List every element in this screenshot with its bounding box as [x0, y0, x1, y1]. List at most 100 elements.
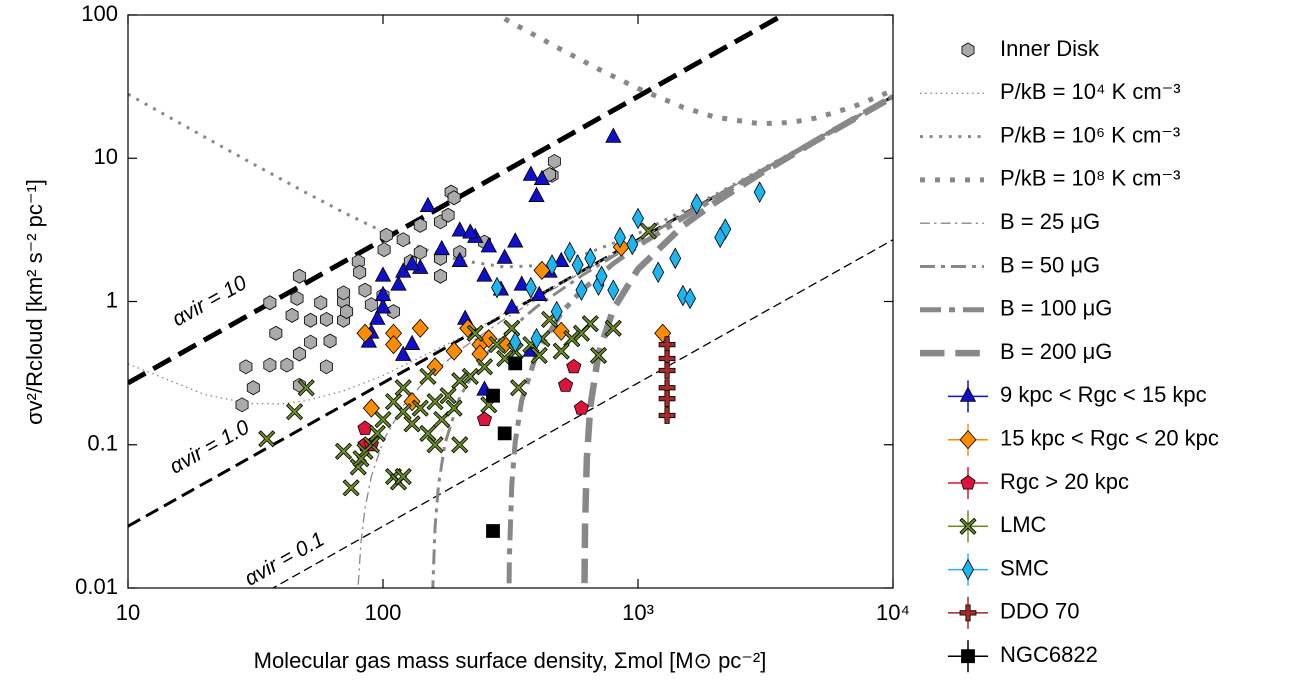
- marker: [433, 239, 450, 256]
- marker: [669, 247, 682, 270]
- marker: [445, 399, 463, 417]
- marker: [530, 327, 543, 350]
- marker: [714, 226, 727, 249]
- marker: [575, 279, 588, 301]
- marker: [466, 324, 484, 342]
- marker: [394, 379, 412, 397]
- marker: [235, 397, 249, 413]
- legend-label: B = 100 μG: [1000, 296, 1112, 321]
- marker: [239, 359, 253, 375]
- marker: [292, 346, 306, 362]
- marker: [497, 426, 512, 441]
- marker: [304, 312, 318, 328]
- marker: [426, 436, 444, 454]
- curve: [128, 15, 789, 386]
- marker: [441, 207, 455, 223]
- marker: [292, 268, 306, 284]
- marker: [433, 268, 447, 284]
- marker: [503, 298, 520, 314]
- legend-label: 9 kpc < Rgc < 15 kpc: [1000, 382, 1207, 407]
- marker: [395, 345, 412, 361]
- marker: [753, 181, 766, 203]
- marker: [626, 233, 639, 256]
- marker: [522, 165, 540, 181]
- marker: [368, 424, 386, 442]
- marker: [426, 393, 444, 411]
- marker: [263, 295, 277, 311]
- marker: [385, 335, 403, 355]
- marker: [508, 356, 523, 371]
- legend-label: Inner Disk: [1000, 36, 1100, 61]
- legend-label: SMC: [1000, 555, 1049, 580]
- curve: [581, 93, 893, 584]
- marker: [543, 167, 557, 182]
- marker: [563, 330, 581, 348]
- marker: [557, 377, 574, 392]
- legend-label: NGC6822: [1000, 642, 1098, 667]
- marker: [547, 153, 561, 169]
- legend-label: DDO 70: [1000, 599, 1079, 624]
- curve: [503, 16, 893, 127]
- marker: [496, 248, 513, 264]
- marker: [451, 436, 469, 454]
- marker: [552, 342, 570, 360]
- marker: [509, 379, 528, 397]
- marker: [531, 285, 548, 301]
- marker: [959, 386, 977, 402]
- marker: [451, 251, 468, 267]
- legend: Inner Disk P/kB = 10⁴ K cm⁻³ P/kB = 10⁶ K …: [920, 36, 1219, 673]
- marker: [384, 393, 403, 411]
- marker: [364, 297, 378, 313]
- marker: [690, 193, 703, 215]
- marker: [439, 387, 457, 405]
- marker: [258, 430, 276, 448]
- marker: [573, 400, 590, 415]
- marker: [342, 479, 360, 497]
- marker: [396, 232, 410, 248]
- marker: [419, 196, 437, 212]
- marker: [476, 266, 493, 282]
- marker: [290, 290, 304, 306]
- marker: [323, 333, 337, 349]
- marker: [445, 341, 463, 361]
- marker: [566, 358, 582, 374]
- marker: [639, 222, 658, 240]
- marker: [352, 450, 370, 468]
- marker: [451, 372, 469, 390]
- marker: [413, 217, 427, 233]
- y-tick-label: 0.1: [87, 431, 118, 456]
- marker: [546, 254, 558, 276]
- marker: [571, 254, 584, 276]
- marker: [632, 207, 644, 230]
- y-tick-label: 100: [81, 1, 118, 26]
- marker: [480, 237, 497, 253]
- legend-label: 15 kpc < Rgc < 20 kpc: [1000, 426, 1219, 451]
- x-tick-label: 10⁴: [876, 600, 910, 625]
- marker: [419, 367, 437, 385]
- marker: [530, 346, 548, 365]
- legend-label: B = 50 μG: [1000, 252, 1100, 277]
- marker: [595, 265, 608, 288]
- marker: [486, 524, 500, 538]
- marker: [411, 318, 429, 338]
- marker: [589, 346, 608, 365]
- marker: [297, 379, 315, 397]
- x-tick-label: 10: [116, 600, 140, 625]
- y-axis-label: σv²/Rcloud [km² s⁻² pc⁻¹]: [22, 179, 47, 425]
- marker: [356, 442, 374, 460]
- marker: [658, 390, 676, 407]
- marker: [507, 232, 524, 248]
- marker: [269, 325, 283, 341]
- marker: [403, 415, 421, 433]
- marker: [374, 410, 392, 429]
- legend-label: B = 25 μG: [1000, 209, 1100, 234]
- marker: [563, 241, 576, 264]
- marker: [413, 244, 427, 260]
- marker: [503, 319, 521, 337]
- marker: [337, 285, 350, 301]
- marker: [353, 264, 367, 280]
- marker: [374, 298, 392, 314]
- marker: [374, 266, 392, 282]
- line-annotation: αvir = 1.0: [166, 416, 254, 479]
- marker: [462, 223, 479, 239]
